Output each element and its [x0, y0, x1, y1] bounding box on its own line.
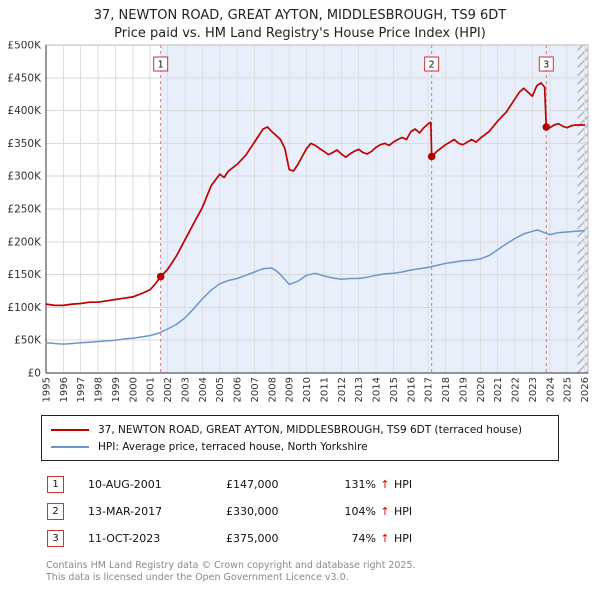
- footer-line-2: This data is licensed under the Open Gov…: [46, 572, 349, 583]
- x-tick-label: 2022: [511, 377, 522, 402]
- sale-hpi-suffix: HPI: [394, 532, 413, 545]
- x-tick-label: 2017: [424, 377, 435, 402]
- sale-date: 11-OCT-2023: [88, 532, 161, 545]
- y-tick-label: £300K: [7, 171, 42, 183]
- sale-hpi-suffix: HPI: [394, 478, 413, 491]
- y-tick-label: £0: [28, 368, 41, 380]
- sales-table: 1 10-AUG-2001 £147,000 131% ↑ HPI 2 13-MAR-2017…: [47, 476, 600, 547]
- y-tick-label: £500K: [7, 41, 42, 52]
- x-tick-label: 2023: [528, 377, 539, 402]
- sale-date: 10-AUG-2001: [88, 478, 162, 491]
- sale-row: 2 13-MAR-2017 £330,000 104% ↑ HPI: [47, 503, 600, 520]
- y-tick-label: £450K: [7, 72, 42, 84]
- hpi-line: [45, 229, 586, 345]
- x-tick-label: 2015: [389, 377, 400, 402]
- legend-item-hpi: HPI: Average price, terraced house, Nort…: [51, 438, 549, 455]
- sale-number-box: [153, 56, 169, 72]
- x-tick-label: 1995: [42, 377, 53, 402]
- sale-row: 3 11-OCT-2023 £375,000 74% ↑ HPI: [47, 530, 600, 547]
- x-tick-label: 2012: [337, 377, 348, 402]
- x-tick-label: 2024: [545, 377, 556, 402]
- x-tick-label: 2018: [441, 377, 452, 402]
- chart-subtitle: Price paid vs. HM Land Registry's House …: [114, 26, 486, 41]
- hpi-line-swatch: [51, 445, 89, 448]
- x-tick-label: 2025: [563, 377, 574, 402]
- chart-title: 37, NEWTON ROAD, GREAT AYTON, MIDDLESBRO…: [93, 8, 507, 23]
- price-line: [45, 82, 586, 307]
- up-arrow-icon: ↑: [380, 478, 390, 491]
- x-tick-label: 2011: [319, 377, 330, 402]
- y-tick-label: £250K: [7, 204, 42, 216]
- sale-marker-2: 2: [424, 45, 440, 373]
- footer-note: Contains HM Land Registry data © Crown c…: [46, 560, 416, 584]
- legend: 37, NEWTON ROAD, GREAT AYTON, MIDDLESBRO…: [41, 415, 559, 461]
- y-tick-label: £350K: [7, 138, 42, 150]
- sale-number-box: [424, 56, 440, 72]
- sale-dot-2: [427, 152, 436, 161]
- x-tick-label: 1997: [76, 377, 87, 402]
- x-tick-label: 2001: [146, 377, 157, 402]
- y-tick-label: £50K: [14, 335, 42, 347]
- x-tick-label: 1999: [111, 377, 122, 402]
- x-tick-label: 2026: [580, 377, 591, 402]
- x-tick-label: 2021: [493, 377, 504, 402]
- x-tick-label: 2004: [198, 377, 209, 402]
- x-tick-label: 2014: [372, 377, 383, 402]
- price-chart: £0 £50K £100K £150K £200K £250K £300K £350K £400…: [7, 41, 591, 402]
- y-tick-label: £200K: [7, 236, 42, 248]
- sale-number: 1: [158, 60, 164, 71]
- x-tick-label: 2002: [163, 377, 174, 402]
- sale-number-box: 3: [47, 530, 64, 547]
- sale-date: 13-MAR-2017: [88, 505, 163, 518]
- x-tick-label: 2016: [406, 377, 417, 402]
- legend-hpi-label: HPI: Average price, terraced house, Nort…: [98, 440, 368, 453]
- x-tick-label: 2020: [476, 377, 487, 402]
- sale-price: £375,000: [226, 532, 279, 545]
- sale-price: £147,000: [226, 478, 279, 491]
- price-line-swatch: [51, 428, 89, 431]
- legend-price-label: 37, NEWTON ROAD, GREAT AYTON, MIDDLESBRO…: [98, 423, 523, 436]
- x-tick-label: 2006: [233, 377, 244, 402]
- sale-row: 1 10-AUG-2001 £147,000 131% ↑ HPI: [47, 476, 600, 493]
- up-arrow-icon: ↑: [380, 532, 390, 545]
- x-tick-label: 2000: [128, 377, 139, 402]
- x-tick-label: 2007: [250, 377, 261, 402]
- sale-marker-1: 1: [153, 45, 169, 373]
- y-tick-label: £400K: [7, 105, 42, 117]
- sale-dot-1: [156, 272, 165, 281]
- sale-price: £330,000: [226, 505, 279, 518]
- y-tick-label: £150K: [7, 269, 42, 281]
- sale-dot-3: [542, 123, 551, 131]
- x-tick-label: 1998: [94, 377, 105, 402]
- sale-hpi-suffix: HPI: [394, 505, 413, 518]
- sale-number-box: [538, 56, 554, 72]
- sale-hpi-percent: 74%: [351, 532, 376, 545]
- x-tick-label: 2013: [354, 377, 365, 402]
- footer-line-1: Contains HM Land Registry data © Crown c…: [46, 560, 416, 571]
- x-tick-label: 2010: [302, 377, 313, 402]
- sale-hpi-percent: 104%: [344, 505, 376, 518]
- x-tick-label: 2003: [181, 377, 192, 402]
- sale-number-box: 2: [47, 503, 64, 520]
- up-arrow-icon: ↑: [380, 505, 390, 518]
- sale-number-box: 1: [47, 476, 64, 493]
- y-tick-label: £100K: [7, 302, 42, 314]
- sale-number: 3: [543, 60, 549, 71]
- x-tick-label: 1996: [59, 377, 70, 402]
- sale-number: 2: [429, 60, 435, 71]
- legend-item-price: 37, NEWTON ROAD, GREAT AYTON, MIDDLESBRO…: [51, 421, 549, 438]
- x-tick-label: 2009: [285, 377, 296, 402]
- x-tick-label: 2008: [267, 377, 278, 402]
- sale-hpi-percent: 131%: [344, 478, 376, 491]
- x-tick-label: 2005: [215, 377, 226, 402]
- sale-marker-3: 3: [538, 45, 554, 373]
- x-tick-label: 2019: [458, 377, 469, 402]
